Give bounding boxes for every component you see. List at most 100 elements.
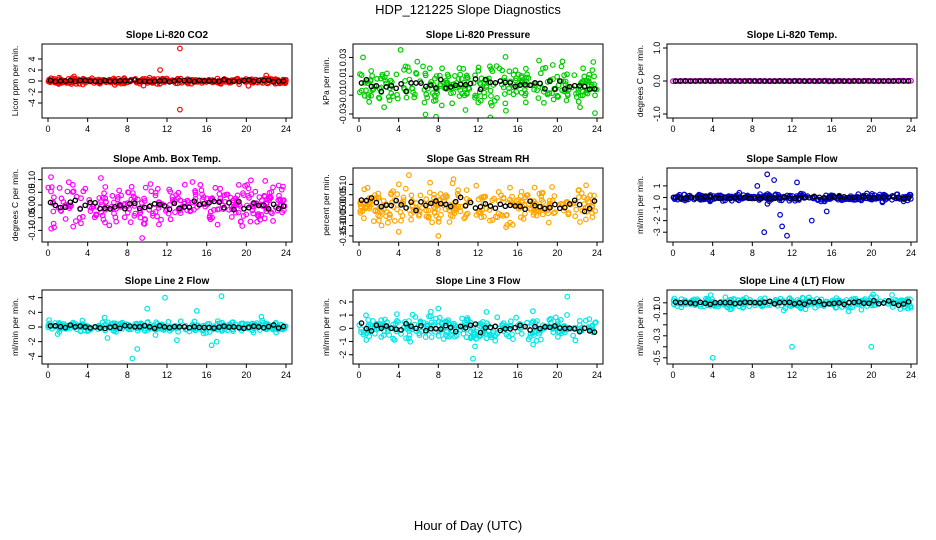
data-point: [48, 184, 55, 191]
data-point: [278, 186, 285, 193]
data-point: [184, 197, 191, 204]
outlier-point: [754, 182, 761, 189]
data-point: [433, 113, 439, 118]
mean-point: [221, 76, 227, 83]
mean-point: [761, 299, 768, 306]
x-tick-label: 16: [827, 248, 837, 258]
data-point: [72, 218, 79, 225]
data-point: [464, 210, 471, 217]
mean-point: [117, 202, 123, 209]
data-point: [513, 314, 520, 321]
mean-point: [241, 325, 247, 332]
data-point: [444, 71, 451, 78]
data-point: [358, 329, 364, 336]
data-point: [452, 72, 458, 79]
mean-point: [756, 195, 763, 202]
mean-point: [532, 323, 538, 330]
mean-point: [591, 329, 598, 335]
data-point: [889, 304, 896, 310]
mean-point: [255, 324, 262, 330]
data-point: [70, 223, 77, 230]
y-axis-label: ml/min per min.: [635, 298, 645, 356]
data-point: [508, 318, 514, 325]
data-point: [517, 193, 524, 200]
data-points: [356, 47, 600, 118]
mean-point: [880, 300, 887, 306]
y-tick-label: 4: [27, 56, 37, 61]
mean-point: [586, 205, 593, 212]
data-point: [386, 214, 393, 221]
data-point: [504, 221, 511, 228]
mean-point: [146, 324, 153, 330]
mean-point: [72, 78, 79, 85]
data-point: [487, 87, 494, 94]
data-point: [101, 314, 108, 321]
data-point: [239, 223, 246, 229]
data-point: [235, 209, 242, 216]
data-point: [408, 210, 414, 217]
data-point: [250, 210, 257, 217]
data-point: [500, 212, 506, 219]
data-point: [200, 330, 207, 337]
y-tick-label: -0.15: [338, 226, 348, 247]
data-point: [252, 188, 259, 195]
mean-point: [492, 205, 499, 212]
data-point: [488, 93, 494, 99]
x-tick-label: 12: [162, 124, 172, 134]
mean-point: [265, 323, 272, 330]
y-tick-label: 0: [27, 324, 37, 329]
mean-point: [146, 203, 153, 210]
data-point: [422, 334, 429, 341]
mean-point: [776, 195, 783, 201]
mean-point: [492, 323, 499, 330]
data-point: [558, 330, 565, 337]
data-point: [383, 80, 390, 87]
x-tick-label: 4: [396, 370, 401, 380]
data-point: [236, 81, 243, 87]
data-point: [228, 214, 235, 220]
data-point: [564, 71, 570, 78]
data-point: [428, 308, 434, 315]
data-point: [77, 220, 84, 227]
data-point: [142, 184, 149, 191]
data-point: [358, 326, 365, 332]
data-point: [573, 206, 580, 213]
data-points: [45, 45, 289, 113]
mean-point: [166, 206, 173, 213]
data-point: [405, 335, 412, 342]
data-point: [473, 182, 480, 189]
data-point: [529, 319, 535, 326]
y-tick-label: 2: [27, 310, 37, 315]
mean-point: [97, 78, 103, 85]
data-point: [536, 57, 542, 64]
data-point: [368, 92, 375, 99]
data-point: [408, 216, 415, 223]
mean-point: [156, 322, 163, 329]
mean-point: [236, 198, 242, 205]
data-point: [513, 88, 520, 95]
mean-point: [591, 86, 598, 92]
mean-point: [527, 327, 533, 333]
data-point: [533, 208, 540, 215]
mean-point: [378, 325, 385, 332]
data-point: [218, 328, 225, 334]
mean-point: [186, 77, 193, 84]
outlier-point: [48, 174, 54, 181]
data-point: [226, 206, 232, 213]
data-point: [433, 73, 440, 79]
mean-point: [383, 84, 390, 90]
data-point: [518, 188, 525, 195]
data-point: [384, 328, 391, 335]
y-tick-label: -2: [652, 217, 662, 225]
mean-point: [363, 76, 370, 83]
y-tick-label: 0.01: [338, 68, 348, 86]
mean-point: [452, 82, 459, 89]
x-tick-label: 12: [162, 370, 172, 380]
data-point: [592, 319, 599, 326]
mean-point: [67, 199, 74, 206]
data-point: [76, 80, 83, 87]
data-point: [591, 192, 597, 199]
data-point: [821, 197, 827, 204]
data-point: [525, 336, 532, 343]
data-point: [499, 67, 506, 74]
